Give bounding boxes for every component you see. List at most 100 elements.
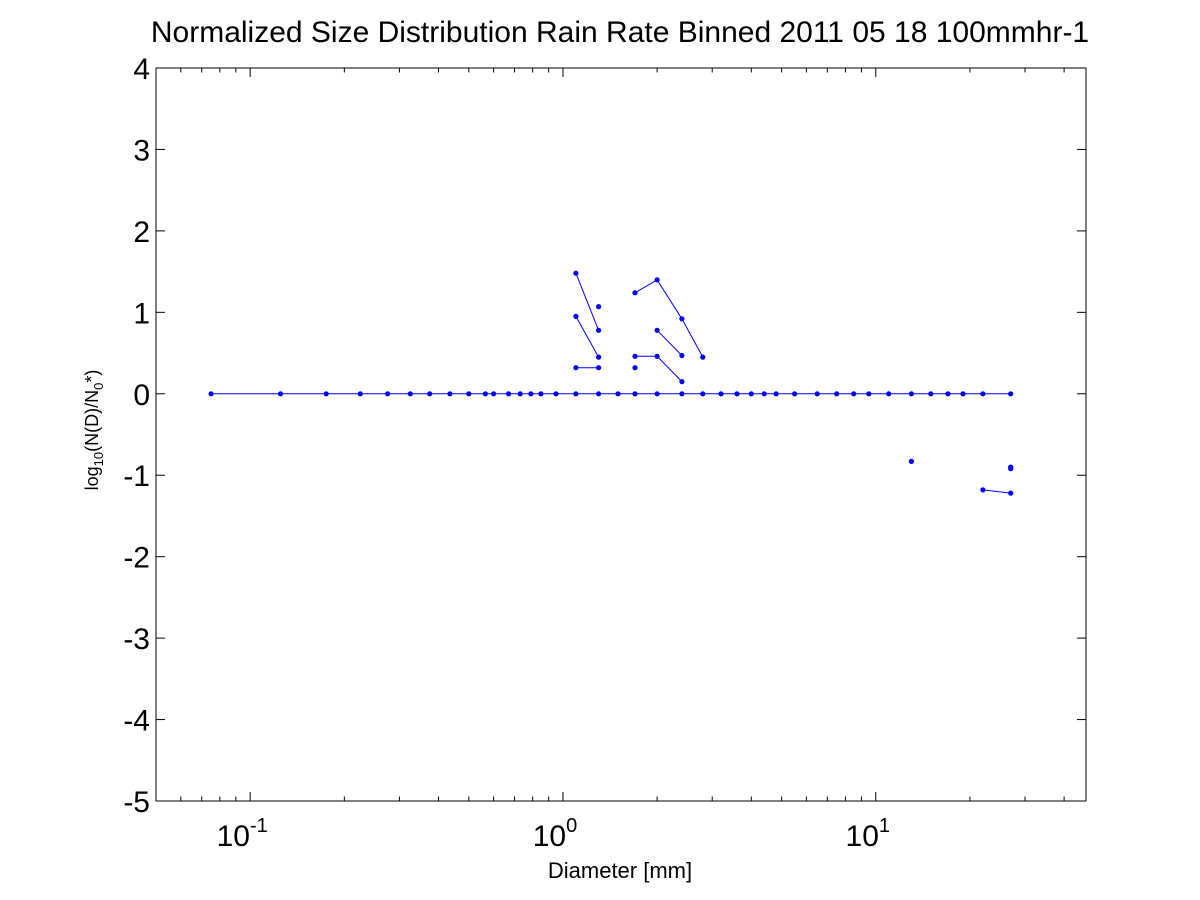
- series-line: [575, 273, 600, 331]
- y-label-prefix: log: [82, 466, 102, 490]
- data-point: [980, 391, 986, 397]
- data-point: [654, 327, 660, 333]
- x-tick-base: 10: [217, 820, 250, 853]
- y-tick-label: 3: [133, 134, 150, 167]
- data-point: [447, 391, 453, 397]
- data-point: [573, 270, 579, 276]
- data-point: [407, 391, 413, 397]
- data-series: [208, 270, 1014, 496]
- data-point: [1008, 490, 1014, 496]
- y-label-suffix: *): [82, 370, 102, 383]
- y-label-mid: (N(D)/N: [82, 390, 102, 452]
- chart-title: Normalized Size Distribution Rain Rate B…: [151, 16, 1089, 49]
- y-tick-label: -4: [123, 705, 150, 738]
- data-point: [866, 391, 872, 397]
- data-point: [596, 304, 602, 310]
- data-point: [323, 391, 329, 397]
- data-point: [482, 391, 488, 397]
- data-point: [1008, 391, 1014, 397]
- series-line: [575, 316, 600, 358]
- data-point: [792, 391, 798, 397]
- data-point: [851, 391, 857, 397]
- series-line: [656, 329, 683, 356]
- x-tick-base: 10: [533, 820, 566, 853]
- data-point: [718, 391, 724, 397]
- x-tick-label: 100: [533, 815, 578, 853]
- data-point: [632, 391, 638, 397]
- data-point: [491, 391, 497, 397]
- data-point: [506, 391, 512, 397]
- data-point: [960, 391, 966, 397]
- y-tick-label: 0: [133, 379, 150, 412]
- data-point: [908, 458, 915, 464]
- series-line: [635, 355, 683, 382]
- data-point: [773, 391, 779, 397]
- y-tick-label: -3: [123, 623, 150, 656]
- x-tick-labels: 10-1 100 101: [217, 815, 890, 853]
- series-line: [634, 279, 704, 358]
- data-point: [277, 391, 284, 397]
- y-tick-label: 4: [133, 53, 150, 86]
- data-point: [679, 379, 685, 385]
- data-point: [596, 354, 602, 360]
- y-tick-label: -1: [123, 460, 150, 493]
- data-point: [632, 353, 638, 359]
- y-tick-labels: -5 -4 -3 -2 -1 0 1 2 3 4: [123, 53, 150, 819]
- data-point: [573, 313, 579, 319]
- data-point: [357, 391, 363, 397]
- y-label-sub1: 10: [91, 452, 106, 466]
- data-point: [834, 391, 840, 397]
- data-point: [679, 391, 685, 397]
- series-line: [982, 489, 1011, 494]
- data-point: [945, 391, 951, 397]
- y-label-sub2: 0: [91, 383, 106, 390]
- x-tick-label: 10-1: [217, 815, 268, 853]
- data-point: [596, 327, 602, 333]
- data-point: [700, 354, 706, 360]
- data-point: [679, 352, 685, 359]
- y-tick-label: 2: [133, 216, 150, 249]
- data-point: [761, 391, 767, 397]
- x-tick-label: 101: [846, 815, 891, 853]
- y-tick-label: -2: [123, 542, 150, 575]
- data-point: [654, 353, 660, 359]
- data-point: [615, 391, 621, 397]
- data-point: [734, 391, 740, 397]
- data-point: [208, 391, 214, 397]
- data-point: [517, 391, 523, 397]
- data-point: [573, 391, 579, 397]
- data-point: [748, 391, 754, 397]
- y-tick-label: 1: [133, 297, 150, 330]
- data-point: [654, 277, 660, 283]
- data-point: [553, 391, 559, 397]
- data-point: [886, 391, 892, 397]
- data-point: [632, 290, 638, 296]
- plot-area: [155, 67, 1087, 802]
- x-tick-exponent: -1: [250, 815, 268, 837]
- data-point: [980, 487, 986, 493]
- y-axis-label: log10(N(D)/N0*): [82, 370, 106, 491]
- x-tick-exponent: 0: [566, 815, 577, 837]
- data-point: [528, 391, 534, 397]
- data-point: [700, 391, 706, 397]
- data-point: [1008, 466, 1014, 472]
- data-point: [814, 391, 820, 397]
- y-tick-label: -5: [123, 786, 150, 819]
- data-point: [632, 365, 638, 371]
- data-point: [928, 391, 934, 397]
- x-tick-base: 10: [846, 820, 879, 853]
- data-point: [654, 391, 660, 397]
- x-axis-label: Diameter [mm]: [548, 858, 692, 883]
- data-point: [466, 391, 472, 397]
- data-point: [596, 391, 602, 397]
- data-point: [679, 316, 685, 322]
- data-point: [908, 391, 915, 397]
- axis-ticks: [155, 67, 1086, 802]
- data-point: [573, 365, 579, 371]
- data-point: [538, 391, 544, 397]
- x-tick-exponent: 1: [879, 815, 890, 837]
- data-point: [427, 391, 433, 397]
- data-point: [596, 365, 602, 371]
- data-point: [385, 391, 391, 397]
